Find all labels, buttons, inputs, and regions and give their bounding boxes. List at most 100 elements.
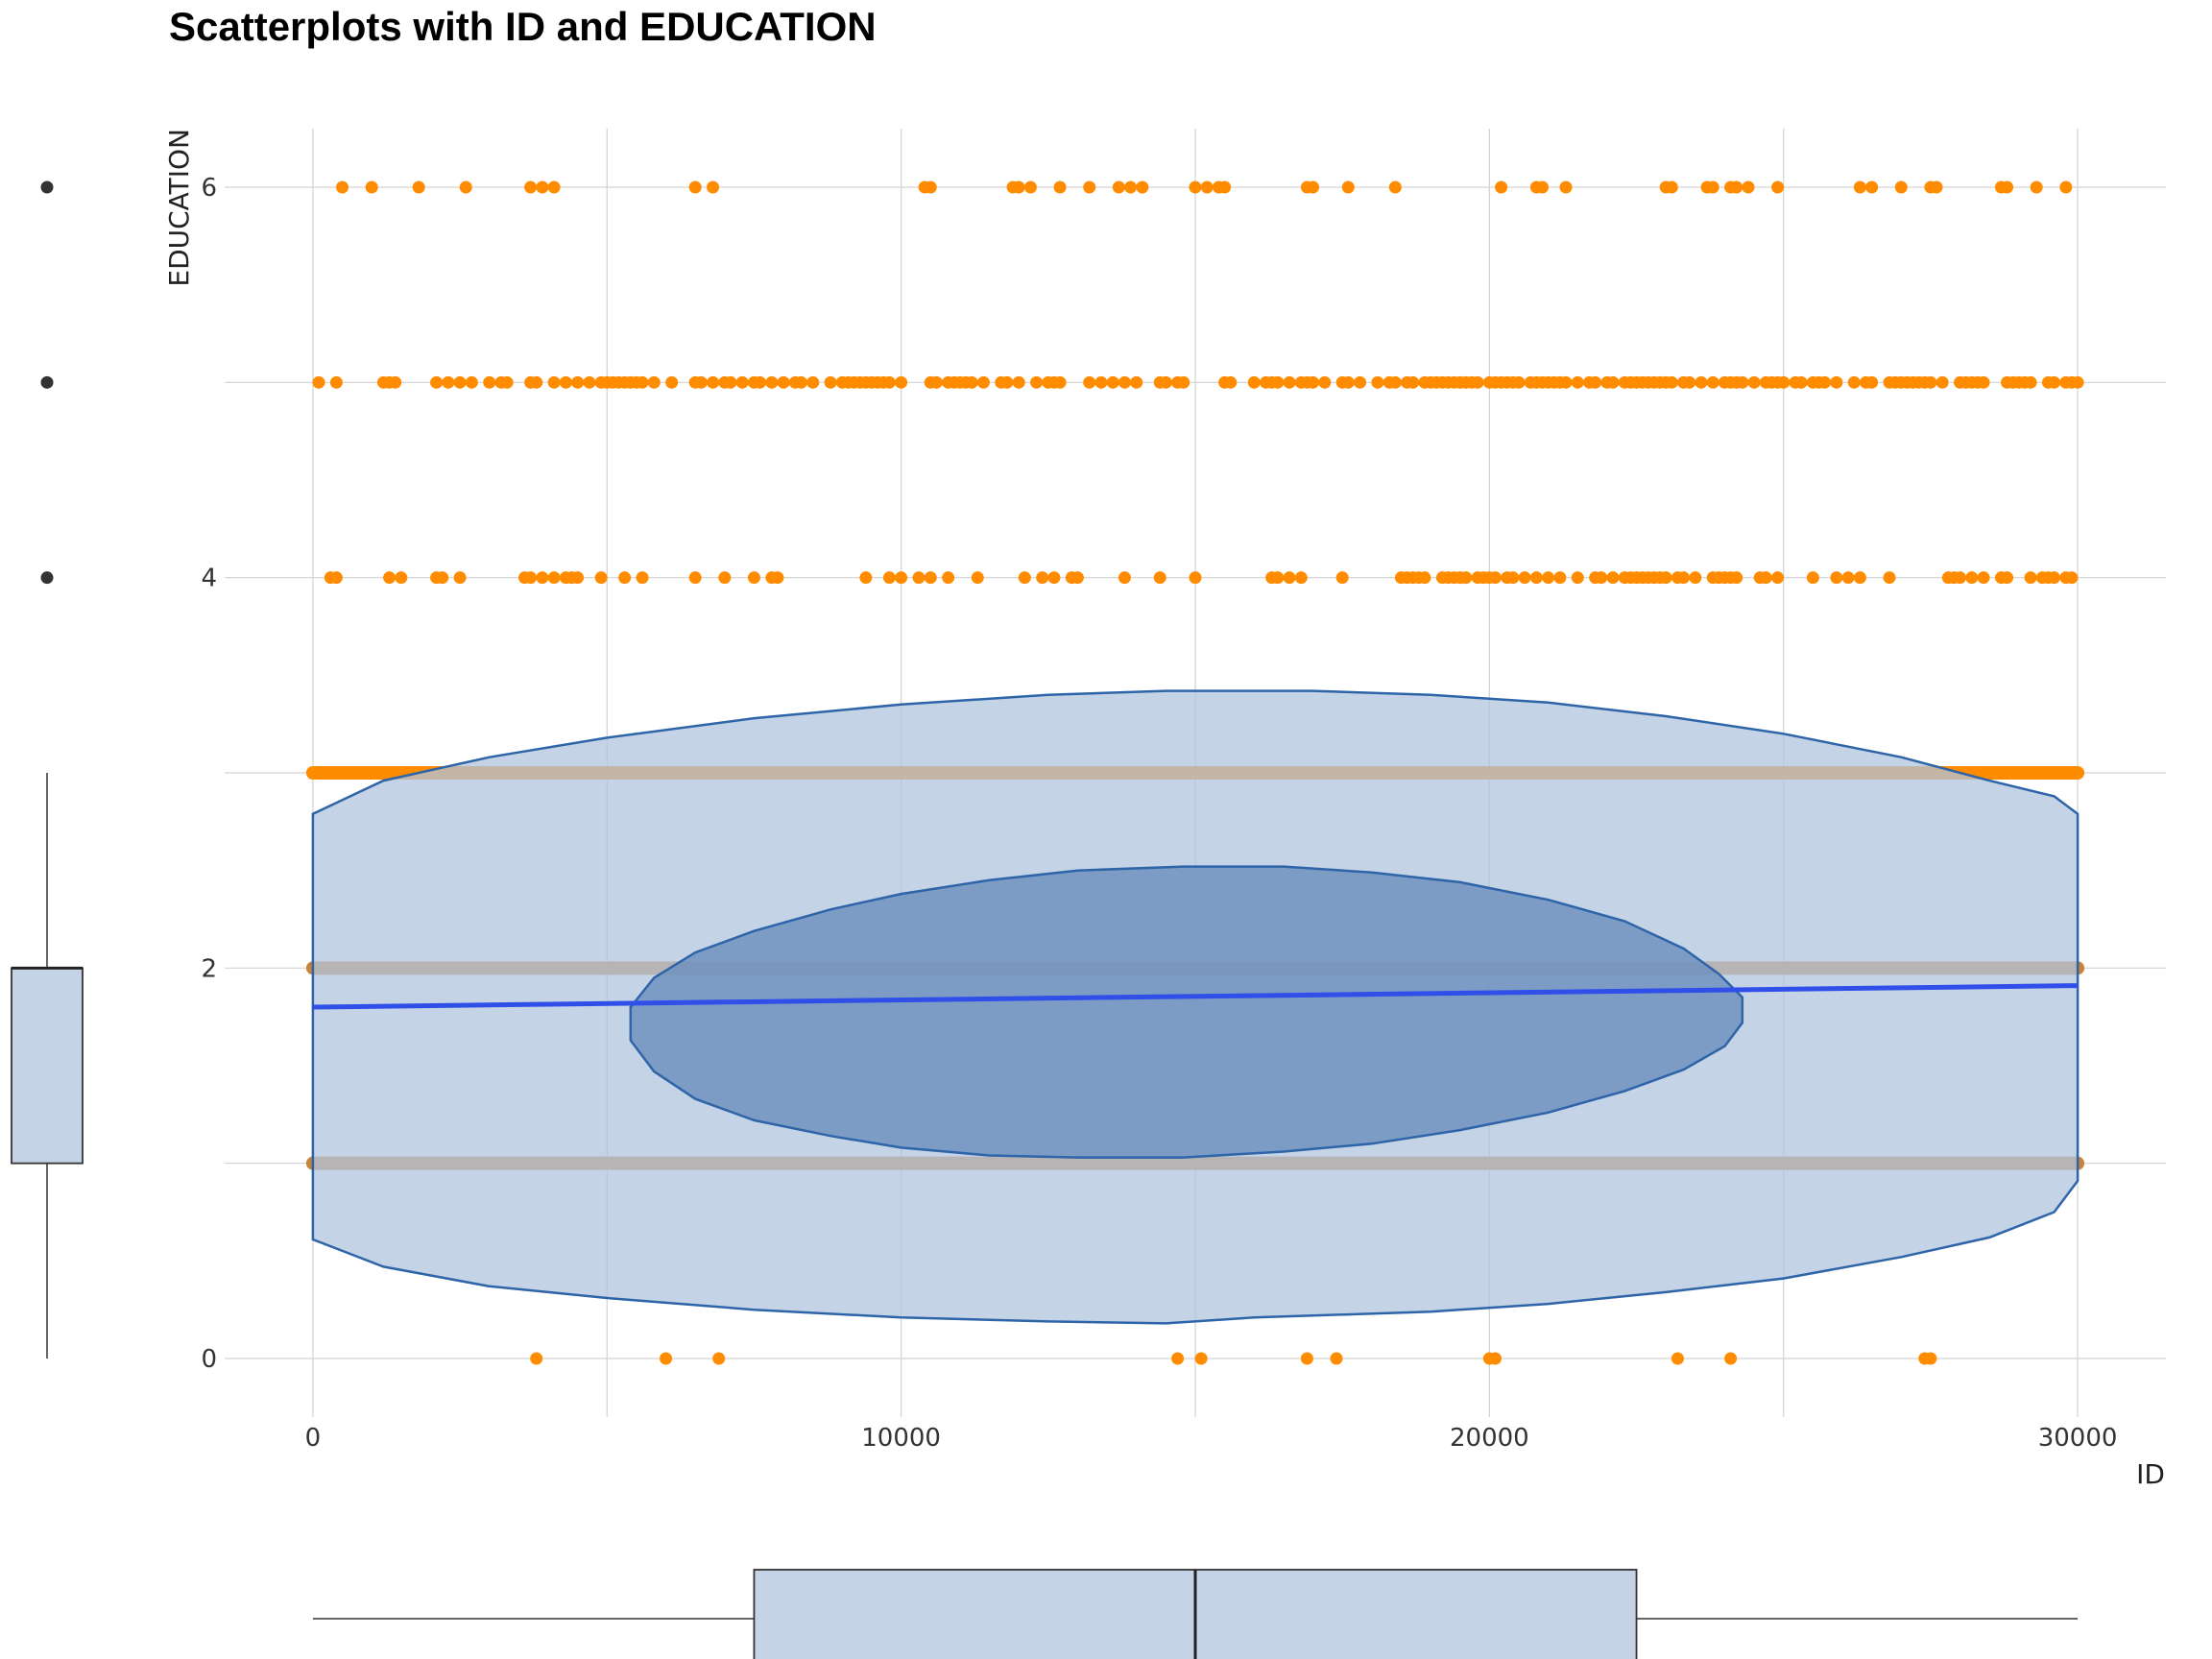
data-point — [1053, 180, 1067, 194]
data-point — [1459, 571, 1473, 585]
data-point — [1542, 571, 1555, 585]
data-point — [1665, 180, 1678, 194]
data-point — [530, 1352, 543, 1365]
data-point — [1194, 1352, 1208, 1365]
data-point — [2030, 180, 2043, 194]
data-point — [688, 571, 702, 585]
data-point — [1730, 180, 1743, 194]
data-point — [1936, 375, 1949, 389]
y-tick-label: 2 — [201, 954, 217, 983]
data-point — [1083, 180, 1096, 194]
data-point — [1083, 375, 1096, 389]
data-point — [1559, 375, 1573, 389]
data-point — [735, 375, 749, 389]
data-point — [547, 180, 561, 194]
x-tick-label: 10000 — [861, 1424, 941, 1453]
data-point — [1106, 375, 1119, 389]
data-point — [2065, 571, 2079, 585]
data-point — [1853, 571, 1866, 585]
y-boxplot-outlier — [40, 571, 54, 585]
data-point — [1830, 571, 1843, 585]
data-point — [1954, 571, 1967, 585]
data-point — [547, 375, 561, 389]
data-point — [1965, 571, 1979, 585]
data-point — [1659, 571, 1672, 585]
data-point — [1571, 375, 1584, 389]
data-point — [395, 571, 408, 585]
data-point — [859, 571, 873, 585]
data-point — [2001, 180, 2014, 194]
data-point — [1794, 375, 1808, 389]
data-point — [1030, 375, 1044, 389]
data-point — [1677, 571, 1691, 585]
data-point — [1247, 375, 1261, 389]
x-axis-label: ID — [2136, 1458, 2165, 1490]
data-point — [2048, 375, 2061, 389]
data-point — [1283, 571, 1296, 585]
data-point — [747, 571, 760, 585]
data-point — [1512, 375, 1526, 389]
data-point — [1036, 571, 1049, 585]
data-point — [1759, 571, 1772, 585]
data-point — [824, 375, 837, 389]
data-point — [1136, 180, 1149, 194]
data-point — [1736, 375, 1749, 389]
data-point — [636, 375, 649, 389]
data-point — [453, 571, 467, 585]
data-point — [594, 571, 608, 585]
data-point — [707, 180, 720, 194]
data-point — [665, 375, 679, 389]
data-point — [2024, 375, 2037, 389]
data-point — [2024, 571, 2037, 585]
data-point — [1806, 571, 1819, 585]
data-point — [459, 180, 472, 194]
data-point — [618, 571, 632, 585]
data-point — [1354, 375, 1367, 389]
data-point — [1118, 375, 1131, 389]
regression-line — [312, 983, 2079, 1010]
data-point — [547, 571, 561, 585]
data-point — [1388, 180, 1402, 194]
data-point — [895, 375, 908, 389]
data-point — [754, 375, 767, 389]
data-point — [1012, 180, 1025, 194]
data-point — [1894, 180, 1908, 194]
x-tick-label: 20000 — [1450, 1424, 1529, 1453]
y-tick-label: 4 — [201, 565, 217, 593]
data-point — [688, 180, 702, 194]
data-point — [1070, 571, 1084, 585]
data-point — [1189, 180, 1202, 194]
data-point — [500, 375, 514, 389]
data-point — [383, 571, 397, 585]
data-point — [430, 375, 444, 389]
data-point — [1471, 375, 1484, 389]
data-point — [1318, 375, 1332, 389]
data-point — [1124, 180, 1138, 194]
data-point — [777, 375, 790, 389]
data-point — [771, 571, 784, 585]
data-point — [524, 180, 538, 194]
data-point — [895, 571, 908, 585]
data-point — [365, 180, 378, 194]
y-axis-label: EDUCATION — [163, 129, 195, 287]
data-point — [1053, 375, 1067, 389]
data-point — [1771, 571, 1785, 585]
data-point — [1000, 375, 1014, 389]
y-tick-label: 0 — [201, 1345, 217, 1374]
data-point — [1307, 375, 1320, 389]
data-point — [976, 375, 990, 389]
data-point — [1330, 1352, 1343, 1365]
data-point — [1495, 180, 1508, 194]
data-point — [1536, 180, 1550, 194]
data-point — [1924, 375, 1937, 389]
data-point — [718, 571, 732, 585]
y-boxplot-box — [11, 967, 84, 1165]
data-point — [1294, 571, 1308, 585]
data-point — [329, 375, 343, 389]
data-point — [1177, 375, 1190, 389]
data-point — [929, 375, 943, 389]
y-boxplot-outlier — [40, 180, 54, 194]
y-tick-label: 6 — [201, 174, 217, 203]
data-point — [1606, 571, 1620, 585]
